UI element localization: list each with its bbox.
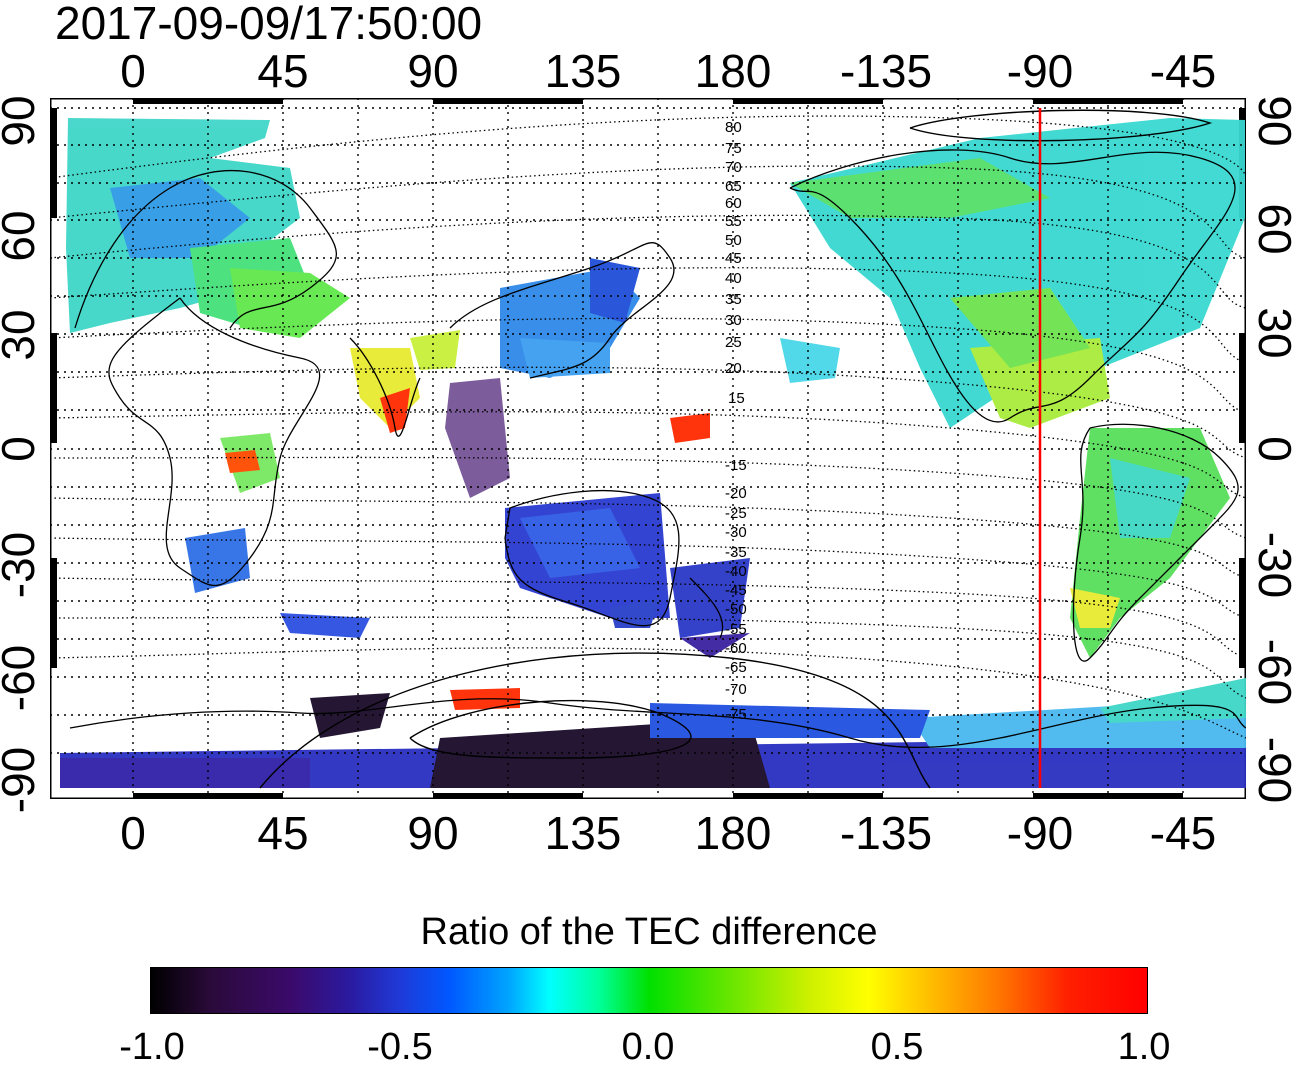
top-lon-tick: -90 — [1006, 45, 1074, 97]
tec-map — [50, 98, 1246, 799]
left-lat-tick: 60 — [0, 210, 44, 262]
colorbar-tick: -0.5 — [367, 1026, 433, 1068]
graticule — [50, 98, 1246, 799]
bottom-lon-tick: 180 — [694, 807, 772, 859]
bottom-lon-tick: -135 — [839, 807, 933, 859]
top-lon-tick: 90 — [407, 45, 459, 97]
colorbar-tick: 0.5 — [870, 1026, 924, 1068]
right-lat-tick: -90 — [1249, 736, 1296, 804]
left-lat-tick: -60 — [0, 644, 44, 712]
colorbar-tick: -1.0 — [119, 1026, 185, 1068]
bottom-lon-tick: 45 — [257, 807, 309, 859]
frame-tick-bars — [50, 98, 1246, 799]
colorbar-tick: 1.0 — [1117, 1026, 1171, 1068]
right-lat-tick: 60 — [1249, 203, 1296, 255]
magnetic-latitude-contours — [50, 115, 1246, 739]
left-lat-tick: -30 — [0, 531, 44, 599]
bottom-lon-tick: 90 — [407, 807, 459, 859]
top-lon-tick: 180 — [694, 45, 772, 97]
left-lat-tick: -90 — [0, 746, 44, 814]
bottom-lon-tick: -45 — [1149, 807, 1217, 859]
right-lat-tick: 0 — [1249, 436, 1296, 462]
left-lat-tick: 30 — [0, 309, 44, 361]
timestamp-title: 2017-09-09/17:50:00 — [55, 0, 483, 49]
bottom-lon-tick: 135 — [544, 807, 622, 859]
colorbar-tick: 0.0 — [621, 1026, 675, 1068]
top-lon-tick: -45 — [1149, 45, 1217, 97]
right-lat-tick: -60 — [1249, 638, 1296, 706]
right-lat-tick: 30 — [1249, 307, 1296, 359]
coastlines — [69, 149, 1246, 749]
top-lon-tick: -135 — [839, 45, 933, 97]
right-lat-tick: 90 — [1249, 95, 1296, 147]
colorbar — [150, 967, 1148, 1014]
right-lat-tick: -30 — [1249, 531, 1296, 599]
top-lon-tick: 135 — [544, 45, 622, 97]
bottom-lon-tick: -90 — [1006, 807, 1074, 859]
colorbar-title: Ratio of the TEC difference — [420, 911, 878, 953]
left-lat-tick: 90 — [0, 95, 44, 147]
top-lon-tick: 45 — [257, 45, 309, 97]
bottom-lon-tick: 0 — [120, 807, 146, 859]
left-lat-tick: 0 — [0, 436, 44, 462]
top-lon-tick: 0 — [120, 45, 146, 97]
